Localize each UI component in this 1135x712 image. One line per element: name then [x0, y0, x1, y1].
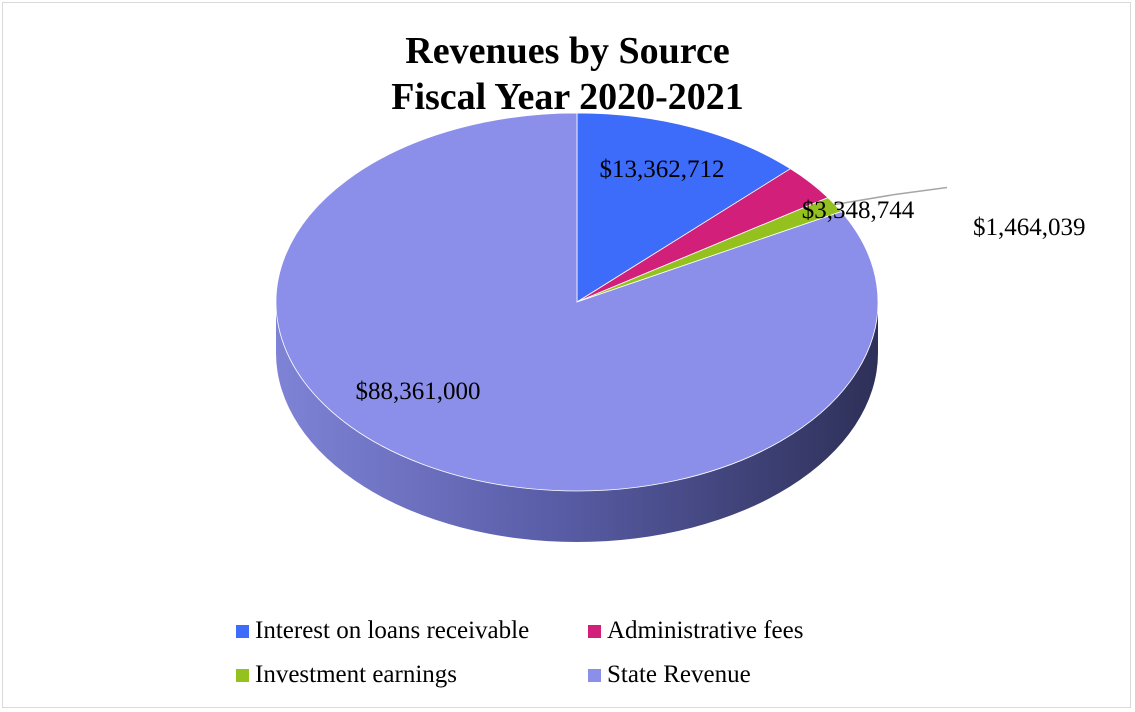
legend-label-interest: Interest on loans receivable: [255, 617, 530, 644]
pie-side-wall: [276, 302, 878, 542]
legend-label-state-revenue: State Revenue: [607, 661, 751, 688]
legend-swatch-investment: [236, 668, 249, 682]
chart-title-line-2: Fiscal Year 2020-2021: [391, 76, 744, 118]
legend-item-state-revenue: State Revenue: [588, 661, 751, 689]
legend-swatch-interest: [236, 624, 249, 638]
leader-line-investment: [834, 186, 948, 206]
pie-slice-state-revenue: [275, 112, 879, 492]
chart-title-line-1: Revenues by Source: [405, 30, 730, 72]
legend-swatch-admin-fees: [588, 624, 601, 638]
data-label-admin-fees: $3,348,744: [802, 197, 915, 224]
legend-item-interest: Interest on loans receivable: [236, 617, 529, 645]
legend-item-admin-fees: Administrative fees: [588, 617, 803, 645]
legend-item-investment: Investment earnings: [236, 661, 457, 689]
data-label-state-revenue: $88,361,000: [356, 378, 481, 405]
pie-slice-interest: [576, 112, 792, 303]
data-label-investment: $1,464,039: [973, 214, 1086, 241]
legend-label-investment: Investment earnings: [255, 661, 458, 688]
legend-swatch-state-revenue: [588, 668, 601, 682]
legend-label-admin-fees: Administrative fees: [607, 617, 804, 644]
chart-title: Revenues by Source Fiscal Year 2020-2021: [0, 28, 1135, 120]
data-label-interest: $13,362,712: [600, 156, 725, 183]
